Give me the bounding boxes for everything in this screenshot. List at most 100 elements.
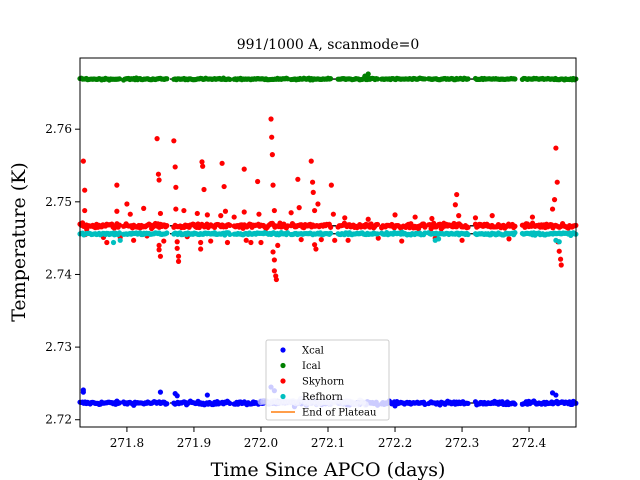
skyhorn-outlier-point [181, 207, 187, 214]
skyhorn-outlier-point [173, 206, 179, 212]
skyhorn-outlier-point [311, 207, 318, 214]
xcal-outlier-point [157, 389, 164, 395]
skyhorn-outlier-point [157, 253, 164, 259]
skyhorn-outlier-point [199, 159, 205, 165]
refhorn-outlier-point [110, 239, 117, 246]
skyhorn-outlier-point [554, 179, 560, 185]
y-tick-label: 2.73 [45, 340, 72, 354]
skyhorn-outlier-point [172, 164, 178, 170]
skyhorn-outlier-point [82, 187, 88, 193]
refhorn-point [227, 231, 233, 238]
refhorn-outlier-point [435, 236, 442, 242]
legend-label-end-of-plateau: End of Plateau [302, 408, 377, 419]
skyhorn-outlier-point [412, 214, 418, 220]
skyhorn-outlier-point [157, 210, 164, 217]
skyhorn-outlier-point [459, 237, 465, 243]
x-tick-label: 272.1 [311, 436, 345, 450]
skyhorn-outlier-point [194, 210, 200, 217]
ical-point [374, 76, 381, 82]
skyhorn-outlier-point [241, 209, 247, 215]
skyhorn-outlier-point [127, 211, 133, 217]
skyhorn-outlier-point [175, 253, 182, 259]
legend-marker-skyhorn [280, 378, 286, 384]
skyhorn-outlier-point [298, 236, 304, 243]
skyhorn-outlier-point [154, 136, 160, 142]
skyhorn-outlier-point [296, 205, 302, 211]
skyhorn-outlier-point [208, 238, 214, 244]
skyhorn-outlier-point [506, 236, 512, 242]
skyhorn-outlier-point [456, 213, 462, 219]
skyhorn-outlier-point [222, 208, 229, 214]
x-tick-label: 271.9 [177, 436, 211, 450]
y-axis: 2.72 2.73 2.74 2.75 2.76 [45, 122, 80, 427]
skyhorn-point [227, 222, 233, 228]
skyhorn-outlier-point [489, 213, 495, 219]
skyhorn-outlier-point [258, 239, 264, 246]
skyhorn-outlier-point [255, 178, 261, 185]
skyhorn-outlier-point [200, 163, 206, 169]
skyhorn-outlier-point [559, 221, 566, 227]
skyhorn-outlier-point [454, 191, 460, 198]
series-skyhorn [77, 116, 579, 283]
xcal-outlier-point [80, 389, 86, 395]
skyhorn-outlier-point [429, 215, 435, 222]
x-tick-label: 272.3 [445, 436, 479, 450]
skyhorn-outlier-point [311, 242, 318, 248]
skyhorn-outlier-point [80, 158, 86, 164]
refhorn-point [512, 230, 518, 236]
skyhorn-outlier-point [269, 134, 275, 140]
skyhorn-outlier-point [84, 226, 90, 233]
skyhorn-outlier-point [269, 152, 275, 158]
skyhorn-outlier-point [114, 182, 120, 188]
skyhorn-point [328, 224, 334, 230]
skyhorn-outlier-point [198, 246, 204, 252]
skyhorn-outlier-point [174, 239, 180, 245]
skyhorn-outlier-point [241, 166, 247, 172]
xcal-outlier-point [174, 393, 180, 399]
series-refhorn [77, 229, 579, 246]
legend-box [265, 339, 390, 421]
skyhorn-outlier-point [198, 239, 204, 246]
skyhorn-outlier-point [171, 138, 177, 144]
skyhorn-outlier-point [256, 211, 262, 217]
legend-label-skyhorn: Skyhorn [302, 377, 345, 388]
skyhorn-outlier-point [131, 237, 137, 243]
skyhorn-outlier-point [452, 202, 458, 208]
series-ical [77, 71, 579, 83]
skyhorn-outlier-point [82, 207, 88, 214]
skyhorn-outlier-point [553, 145, 559, 151]
skyhorn-outlier-point [161, 238, 167, 244]
y-tick-label: 2.75 [45, 195, 72, 209]
skyhorn-outlier-point [221, 183, 227, 190]
skyhorn-outlier-point [231, 214, 237, 220]
skyhorn-outlier-point [472, 215, 479, 221]
skyhorn-outlier-point [399, 238, 405, 244]
skyhorn-outlier-point [549, 206, 556, 212]
skyhorn-outlier-point [551, 197, 558, 203]
y-tick-label: 2.76 [45, 122, 72, 136]
refhorn-point [328, 230, 334, 236]
skyhorn-outlier-point [556, 248, 562, 254]
ical-point [465, 76, 471, 82]
x-tick-label: 272.0 [244, 436, 278, 450]
legend-label-refhorn: Refhorn [302, 392, 343, 403]
skyhorn-outlier-point [218, 213, 224, 219]
skyhorn-outlier-point [268, 116, 274, 122]
xcal-outlier-point [553, 392, 559, 398]
skyhorn-point [116, 222, 123, 228]
refhorn-point [465, 231, 471, 238]
refhorn-outlier-point [556, 239, 562, 245]
y-tick-label: 2.74 [45, 267, 72, 281]
skyhorn-outlier-point [141, 205, 147, 211]
skyhorn-outlier-point [313, 246, 319, 252]
skyhorn-outlier-point [375, 235, 381, 241]
xcal-point [164, 401, 170, 407]
xcal-outlier-point [204, 392, 210, 398]
skyhorn-outlier-point [173, 184, 179, 190]
skyhorn-outlier-point [271, 268, 277, 274]
skyhorn-point [374, 221, 381, 228]
skyhorn-outlier-point [219, 160, 225, 166]
ical-point [116, 76, 123, 82]
x-axis-title: Time Since APCO (days) [211, 459, 446, 480]
